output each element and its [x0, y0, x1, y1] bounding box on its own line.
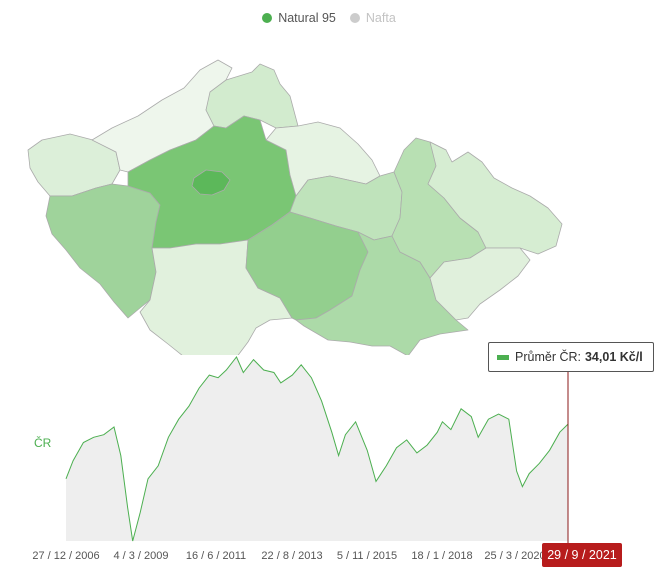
x-tick-label: 27 / 12 / 2006 [32, 550, 100, 562]
price-line [65, 356, 569, 542]
x-tick-label: 22 / 8 / 2013 [261, 550, 323, 562]
x-tick-label: 25 / 3 / 2020 [484, 550, 546, 562]
region-praha[interactable] [191, 169, 231, 196]
tooltip: Průměr ČR: 34,01 Kč/l [488, 342, 654, 372]
x-tick-label: 18 / 1 / 2018 [411, 550, 473, 562]
region-map [27, 59, 563, 355]
legend: Natural 95 Nafta [0, 9, 658, 27]
x-tick-label: 5 / 11 / 2015 [336, 550, 398, 562]
legend-natural95[interactable]: Natural 95 [262, 11, 336, 25]
tooltip-label: Průměr ČR: [515, 350, 581, 364]
legend-natural95-label: Natural 95 [278, 11, 336, 25]
legend-natural95-dot [262, 13, 273, 23]
tooltip-value: 34,01 Kč/l [584, 350, 643, 364]
x-tick-label: 16 / 6 / 2011 [185, 550, 247, 562]
legend-nafta-dot [349, 13, 360, 23]
price-area-fill [66, 357, 568, 541]
selected-date-badge[interactable]: 29 / 9 / 2021 [542, 543, 622, 567]
price-chart[interactable] [0, 340, 658, 550]
region-moravskoslezsky[interactable] [427, 141, 563, 255]
x-tick-label: 4 / 3 / 2009 [113, 550, 169, 562]
region-jihocesky[interactable] [139, 239, 293, 355]
region-zlinsky[interactable] [429, 247, 531, 321]
legend-nafta-label: Nafta [365, 11, 396, 25]
tooltip-swatch [497, 354, 509, 360]
legend-nafta[interactable]: Nafta [349, 11, 396, 25]
y-axis-label: ČR [34, 436, 52, 450]
region-plzensky[interactable] [45, 183, 161, 319]
